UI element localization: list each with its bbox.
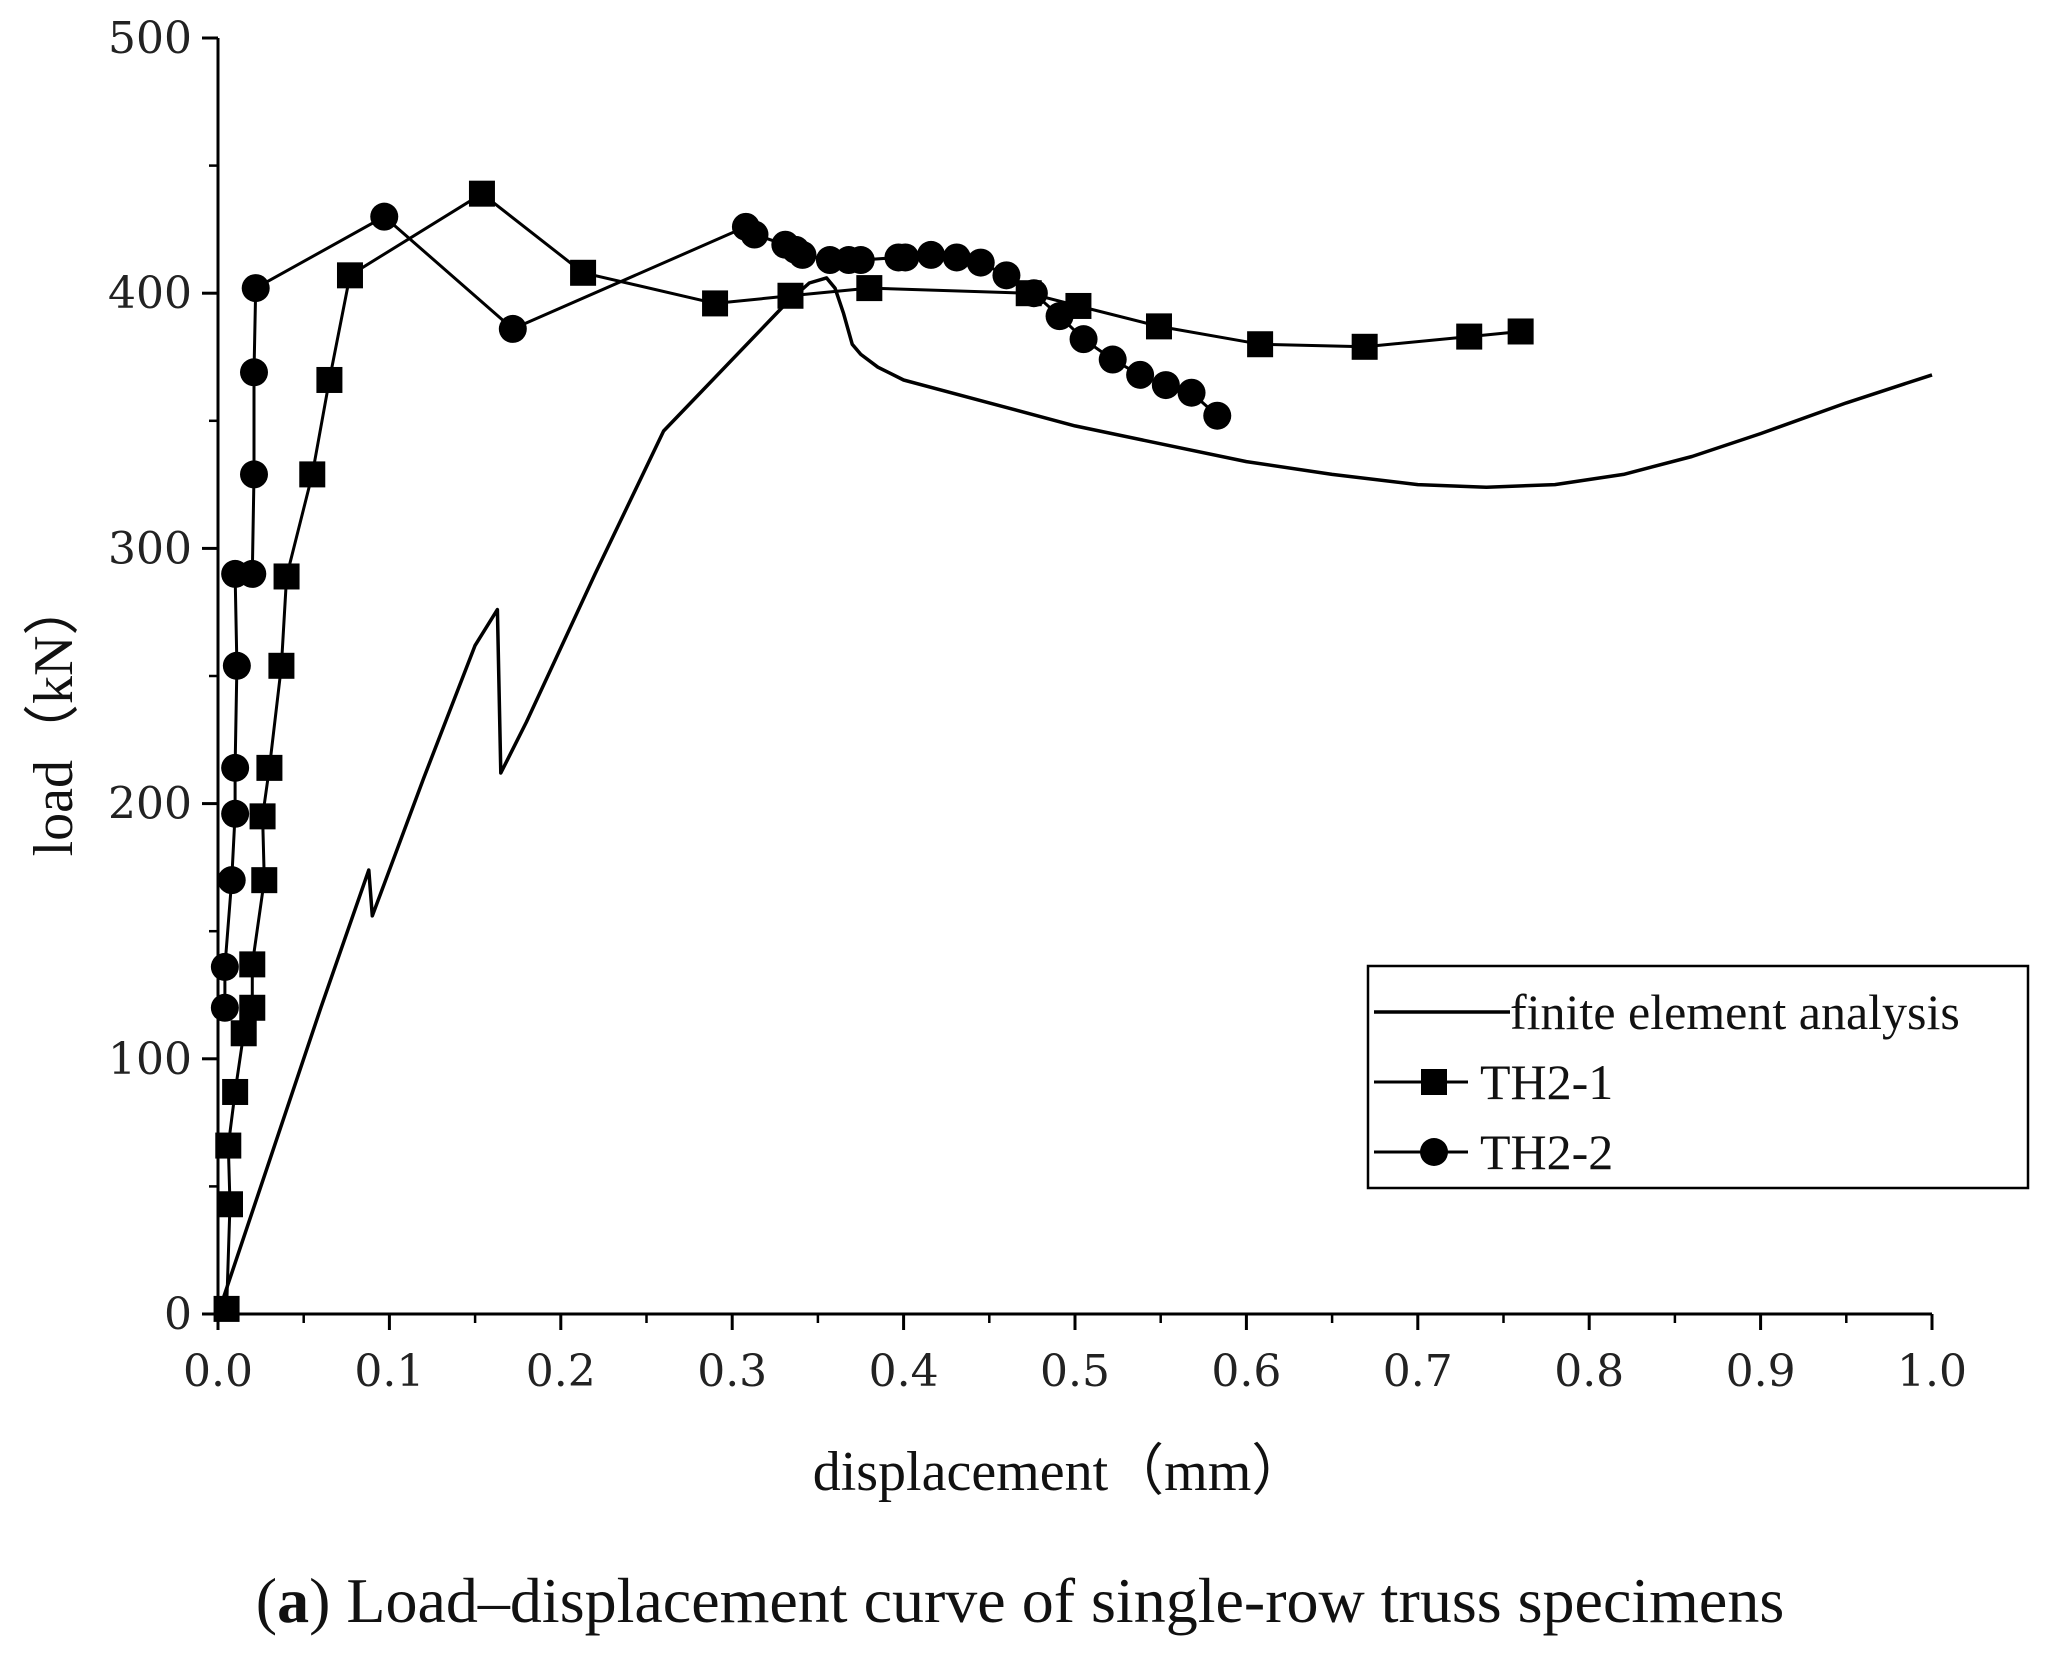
- y-tick-label: 0: [164, 1289, 192, 1340]
- data-point-th2-1: [299, 461, 326, 488]
- data-point-th2-2: [846, 246, 875, 275]
- figure-caption: (a) Load–displacement curve of single-ro…: [256, 1565, 1784, 1636]
- data-point-th2-2: [1069, 325, 1098, 354]
- data-point-th2-1: [1351, 333, 1378, 360]
- x-tick-label: 0.8: [1554, 1346, 1624, 1397]
- data-point-th2-1: [239, 951, 266, 978]
- y-tick-label: 500: [108, 13, 192, 64]
- x-tick-label: 0.7: [1383, 1346, 1453, 1397]
- caption-text: Load–displacement curve of single-row tr…: [346, 1565, 1784, 1636]
- x-tick-label: 0.5: [1040, 1346, 1110, 1397]
- legend-marker: [1421, 1069, 1447, 1095]
- data-point-th2-2: [1019, 279, 1048, 308]
- data-point-th2-2: [221, 799, 250, 828]
- data-point-th2-1: [856, 275, 883, 302]
- data-point-th2-1: [702, 290, 729, 317]
- legend-box: [1366, 964, 2030, 1190]
- data-point-th2-1: [230, 1020, 257, 1047]
- legend-label: TH2-2: [1480, 1124, 1613, 1180]
- series-finite-element-analysis: [216, 276, 1933, 1315]
- data-point-th2-1: [251, 867, 278, 894]
- data-point-th2-2: [966, 248, 995, 277]
- x-tick-label: 0.2: [526, 1346, 596, 1397]
- data-point-th2-1: [268, 652, 295, 679]
- legend-item-th2-1: TH2-1: [1374, 1054, 1613, 1110]
- series-th2-1: [213, 180, 1534, 1322]
- caption-label: a: [277, 1565, 309, 1636]
- data-point-th2-2: [1126, 360, 1155, 389]
- data-point-th2-1: [1456, 323, 1483, 350]
- y-tick-label: 400: [108, 268, 192, 319]
- data-point-th2-1: [1507, 318, 1534, 345]
- data-point-th2-2: [740, 220, 769, 249]
- data-point-th2-2: [1203, 401, 1232, 430]
- y-tick-label: 200: [108, 779, 192, 830]
- y-axis-title: load（kN）: [23, 580, 85, 857]
- data-point-th2-1: [777, 282, 804, 309]
- series-line-th2-2: [223, 215, 1219, 1008]
- data-point-th2-1: [256, 754, 283, 781]
- x-tick-label: 0.0: [183, 1346, 253, 1397]
- legend-label: finite element analysis: [1510, 984, 1960, 1040]
- y-tick-label: 100: [108, 1034, 192, 1085]
- data-point-th2-2: [370, 202, 399, 231]
- data-point-th2-1: [216, 1191, 243, 1218]
- x-tick-label: 0.3: [697, 1346, 767, 1397]
- data-point-th2-1: [239, 994, 266, 1021]
- data-point-th2-2: [1177, 378, 1206, 407]
- data-point-th2-2: [788, 240, 817, 269]
- x-tick-label: 0.1: [354, 1346, 424, 1397]
- series-line-th2-1: [225, 192, 1521, 1309]
- data-point-th2-2: [238, 559, 267, 588]
- data-point-th2-2: [239, 358, 268, 387]
- legend-item-th2-2: TH2-2: [1374, 1124, 1613, 1180]
- x-tick-label: 1.0: [1897, 1346, 1967, 1397]
- legend-label: TH2-1: [1480, 1054, 1613, 1110]
- data-point-th2-1: [468, 180, 495, 207]
- data-point-th2-1: [249, 803, 276, 830]
- series-layer: [210, 180, 1933, 1322]
- data-point-th2-2: [1151, 371, 1180, 400]
- data-point-th2-1: [336, 262, 363, 289]
- data-point-th2-1: [570, 259, 597, 286]
- data-point-th2-2: [210, 993, 239, 1022]
- data-point-th2-1: [316, 366, 343, 393]
- series-line-finite-element-analysis: [216, 276, 1933, 1315]
- data-point-th2-2: [917, 240, 946, 269]
- data-point-th2-2: [241, 274, 270, 303]
- data-point-th2-1: [222, 1078, 249, 1105]
- data-point-th2-2: [942, 243, 971, 272]
- data-point-th2-2: [239, 460, 268, 489]
- series-th2-2: [210, 202, 1232, 1022]
- x-tick-label: 0.4: [869, 1346, 939, 1397]
- legend-marker: [1420, 1138, 1448, 1166]
- data-point-th2-1: [213, 1295, 240, 1322]
- data-point-th2-1: [1145, 313, 1172, 340]
- data-point-th2-1: [273, 563, 300, 590]
- x-axis-title: displacement（mm）: [813, 1441, 1308, 1503]
- data-point-th2-2: [222, 651, 251, 680]
- data-point-th2-2: [992, 261, 1021, 290]
- data-point-th2-2: [1045, 302, 1074, 331]
- x-tick-label: 0.6: [1211, 1346, 1281, 1397]
- data-point-th2-2: [498, 314, 527, 343]
- y-tick-label: 300: [108, 523, 192, 574]
- data-point-th2-2: [210, 952, 239, 981]
- data-point-th2-2: [891, 243, 920, 272]
- legend-item-finite-element-analysis: finite element analysis: [1374, 984, 1960, 1040]
- x-tick-label: 0.9: [1726, 1346, 1796, 1397]
- legend: finite element analysis TH2-1 TH2-2: [1366, 964, 2030, 1190]
- axes: 0.0 0.1 0.2 0.3 0.4 0.5 0.6 0.7 0.8 0.9 1.0 0 100 200…: [108, 13, 1967, 1397]
- data-point-th2-2: [221, 753, 250, 782]
- data-point-th2-2: [1098, 345, 1127, 374]
- data-point-th2-1: [1247, 331, 1274, 358]
- data-point-th2-2: [217, 866, 246, 895]
- data-point-th2-1: [215, 1132, 242, 1159]
